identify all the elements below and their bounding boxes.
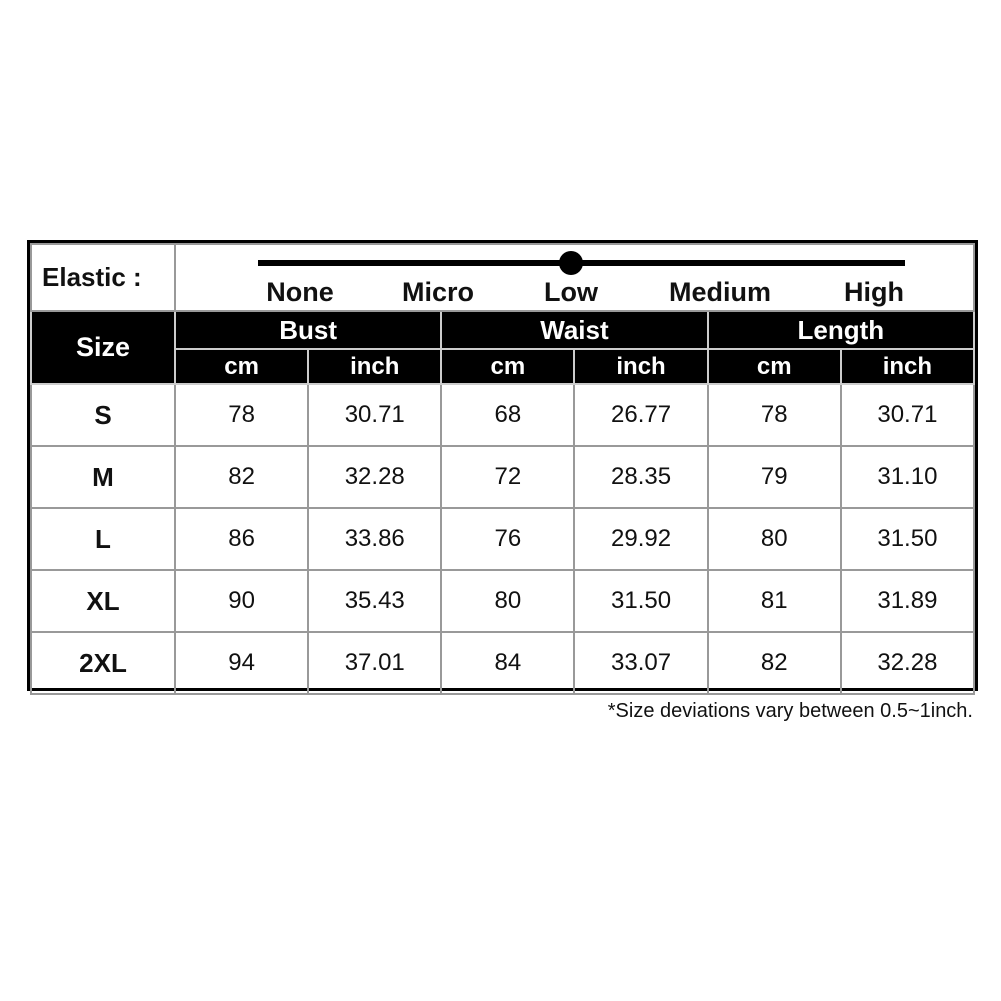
measurement-cell: 81	[706, 569, 842, 633]
measurement-cell: 26.77	[573, 383, 709, 447]
measurement-cell: 30.71	[839, 383, 976, 447]
measurement-cell: 33.86	[307, 507, 443, 571]
table-row: M 82 32.28 72 28.35 79 31.10	[30, 445, 976, 509]
unit-header: cm	[173, 348, 310, 385]
measurement-cell: 33.07	[573, 631, 709, 695]
table-row: XL 90 35.43 80 31.50 81 31.89	[30, 569, 976, 633]
measurement-cell: 86	[173, 507, 310, 571]
table-row: S 78 30.71 68 26.77 78 30.71	[30, 383, 976, 447]
size-cell: XL	[30, 569, 176, 633]
measurement-cell: 72	[440, 445, 576, 509]
waist-header: Waist	[440, 310, 709, 350]
measurement-cell: 94	[173, 631, 310, 695]
measurement-cell: 29.92	[573, 507, 709, 571]
elastic-row: Elastic : None Micro Low Medium High	[30, 243, 975, 312]
measurement-cell: 78	[173, 383, 310, 447]
size-cell: M	[30, 445, 176, 509]
size-header: Size	[30, 310, 176, 385]
measurement-cell: 31.89	[839, 569, 976, 633]
measurement-cell: 82	[173, 445, 310, 509]
unit-header: inch	[839, 348, 976, 385]
unit-header: cm	[440, 348, 576, 385]
unit-header: cm	[706, 348, 842, 385]
elastic-level-marker	[559, 251, 583, 275]
measurement-cell: 80	[440, 569, 576, 633]
measurement-cell: 80	[706, 507, 842, 571]
table-row: 2XL 94 37.01 84 33.07 82 32.28	[30, 631, 976, 695]
elastic-level-low: Low	[544, 277, 598, 307]
measurement-cell: 82	[706, 631, 842, 695]
unit-header: inch	[573, 348, 709, 385]
measurement-cell: 79	[706, 445, 842, 509]
measurement-cell: 31.50	[839, 507, 976, 571]
measurement-cell: 78	[706, 383, 842, 447]
table-row: L 86 33.86 76 29.92 80 31.50	[30, 507, 976, 571]
size-table: Elastic : None Micro Low Medium High Siz…	[30, 243, 976, 695]
size-chart: Elastic : None Micro Low Medium High Siz…	[27, 240, 978, 695]
unit-row: cm inch cm inch cm inch	[31, 348, 976, 385]
measurement-cell: 32.28	[839, 631, 976, 695]
unit-header: inch	[307, 348, 443, 385]
measurement-cell: 31.10	[839, 445, 976, 509]
measurement-cell: 84	[440, 631, 576, 695]
elastic-level-none: None	[266, 277, 334, 307]
measurement-cell: 76	[440, 507, 576, 571]
elastic-scale: None Micro Low Medium High	[174, 243, 975, 312]
elastic-level-medium: Medium	[668, 277, 772, 307]
elastic-label: Elastic :	[30, 243, 176, 312]
header-row: Size Bust Waist Length	[30, 310, 976, 385]
elastic-level-high: High	[844, 277, 904, 307]
length-header: Length	[706, 310, 976, 350]
measurement-cell: 28.35	[573, 445, 709, 509]
bust-header: Bust	[173, 310, 443, 350]
measurement-cell: 90	[173, 569, 310, 633]
measurement-cell: 35.43	[307, 569, 443, 633]
measurement-cell: 31.50	[573, 569, 709, 633]
measurement-cell: 68	[440, 383, 576, 447]
size-cell: L	[30, 507, 176, 571]
measurement-cell: 30.71	[307, 383, 443, 447]
measurement-cell: 32.28	[307, 445, 443, 509]
measurement-cell: 37.01	[307, 631, 443, 695]
elastic-level-micro: Micro	[401, 277, 475, 307]
size-deviation-note: *Size deviations vary between 0.5~1inch.	[607, 700, 973, 722]
size-cell: 2XL	[30, 631, 176, 695]
size-cell: S	[30, 383, 176, 447]
